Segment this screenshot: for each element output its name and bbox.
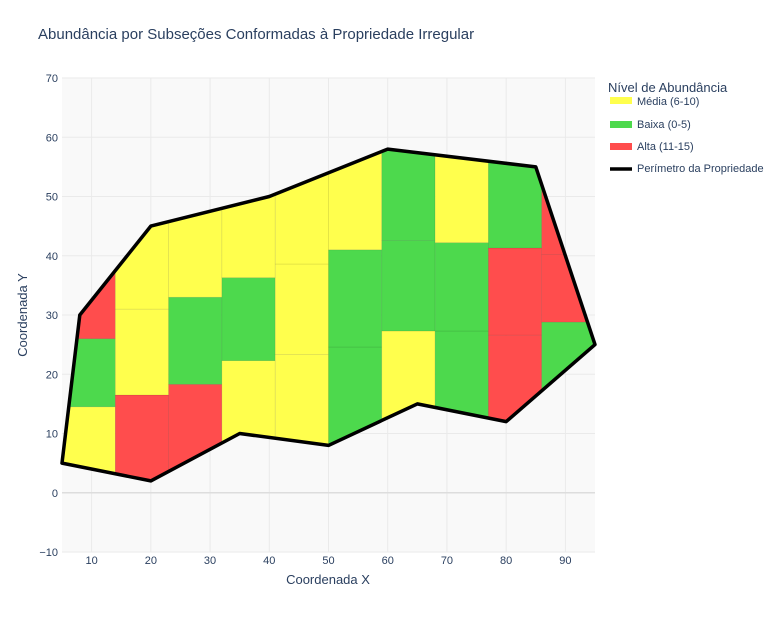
- y-tick-label: 70: [46, 73, 58, 85]
- x-tick-label: 10: [85, 555, 97, 567]
- y-tick-label: 20: [46, 369, 58, 381]
- legend-swatch-media: [610, 97, 632, 104]
- y-tick-label: 0: [52, 488, 58, 500]
- abundance-cell-baixa: [168, 296, 223, 385]
- abundance-cell-media: [274, 263, 329, 355]
- legend-swatch-baixa: [610, 121, 632, 128]
- chart-title: Abundância por Subseções Conformadas à P…: [38, 26, 474, 43]
- abundance-cell-media: [434, 149, 489, 243]
- legend-label-alta: Alta (11-15): [637, 141, 694, 153]
- abundance-cell-baixa: [221, 277, 276, 362]
- legend-item-baixa[interactable]: Baixa (0-5): [610, 119, 691, 131]
- x-tick-label: 50: [322, 555, 334, 567]
- y-tick-label: 30: [46, 310, 58, 322]
- legend-title: Nível de Abundância: [608, 80, 728, 95]
- x-tick-label: 80: [500, 555, 512, 567]
- y-tick-label: 40: [46, 251, 58, 263]
- y-tick-label: 10: [46, 429, 58, 441]
- x-tick-label: 20: [145, 555, 157, 567]
- y-tick-label: −10: [39, 547, 58, 559]
- abundance-cell-media: [115, 308, 169, 396]
- x-tick-label: 70: [441, 555, 453, 567]
- x-tick-label: 60: [382, 555, 394, 567]
- y-axis-ticks: −10 0 10 20 30 40 50 60 70: [39, 73, 58, 559]
- abundance-cell-alta: [115, 394, 169, 481]
- legend-item-perimetro[interactable]: Perímetro da Propriedade: [610, 163, 764, 175]
- legend-item-media[interactable]: Média (6-10): [610, 96, 699, 108]
- y-tick-label: 50: [46, 192, 58, 204]
- abundance-cell-baixa: [328, 249, 383, 348]
- legend-label-media: Média (6-10): [637, 96, 699, 108]
- legend-label-perimetro: Perímetro da Propriedade: [637, 163, 764, 175]
- x-tick-label: 30: [204, 555, 216, 567]
- x-tick-label: 40: [263, 555, 275, 567]
- legend: Nível de Abundância Média (6-10) Baixa (…: [608, 80, 764, 175]
- y-tick-label: 60: [46, 132, 58, 144]
- abundance-cell-baixa: [434, 242, 489, 332]
- legend-swatch-alta: [610, 143, 632, 150]
- abundance-cell-alta: [488, 247, 542, 336]
- x-tick-label: 90: [559, 555, 571, 567]
- x-axis-ticks: 10 20 30 40 50 60 70 80 90: [85, 555, 571, 567]
- property-perimeter: [60, 147, 597, 483]
- abundance-cell-baixa: [381, 149, 436, 241]
- legend-label-baixa: Baixa (0-5): [637, 119, 691, 131]
- y-axis-label: Coordenada Y: [15, 273, 30, 357]
- legend-item-alta[interactable]: Alta (11-15): [610, 141, 694, 153]
- x-axis-label: Coordenada X: [286, 572, 370, 587]
- abundance-cell-baixa: [381, 240, 436, 332]
